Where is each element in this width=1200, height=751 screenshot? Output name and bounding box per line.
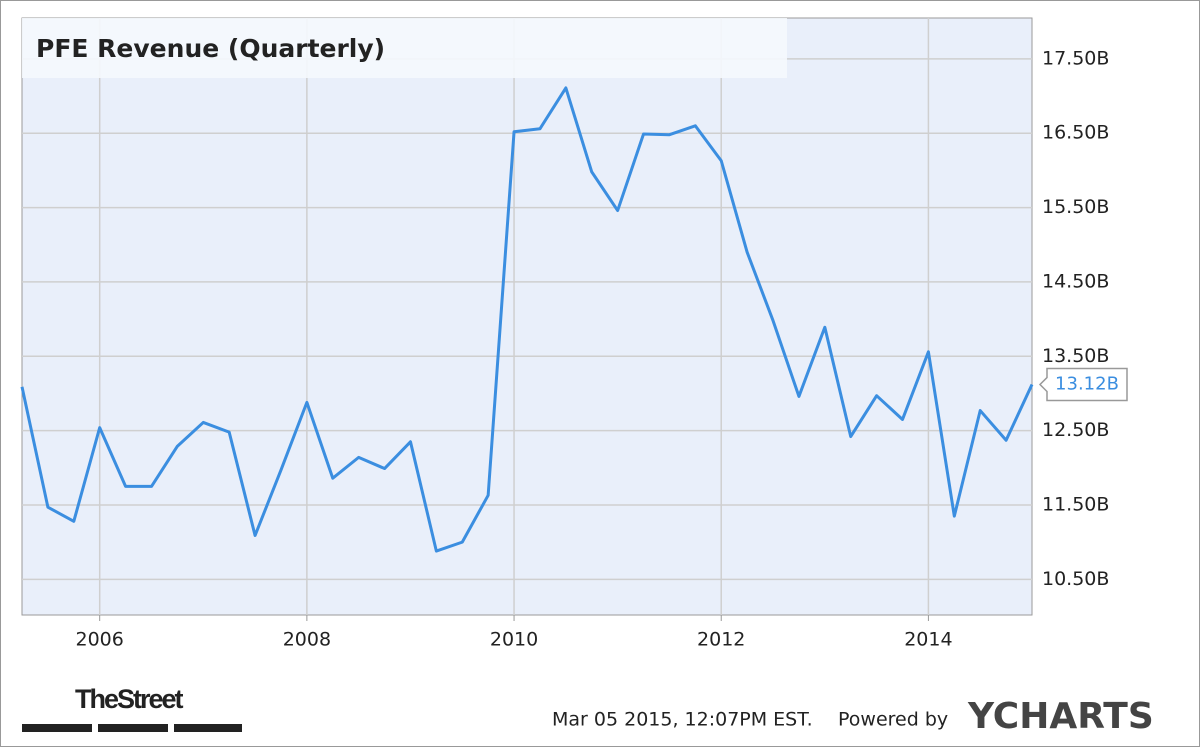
timestamp: Mar 05 2015, 12:07PM EST. [552, 709, 813, 731]
grid [22, 18, 1032, 615]
y-tick-label: 12.50B [1042, 419, 1109, 441]
plot-area [21, 17, 1033, 616]
x-tick-label: 2014 [904, 629, 952, 651]
y-tick-label: 17.50B [1042, 47, 1109, 69]
line-series [20, 86, 1034, 553]
brand-logo: YCHARTS [967, 696, 1154, 737]
callout-box [1038, 367, 1128, 402]
source-logo: TheStreet [75, 684, 184, 714]
y-tick-label: 15.50B [1042, 196, 1109, 218]
y-tick-label: 16.50B [1042, 122, 1109, 144]
y-tick-label: 13.50B [1042, 345, 1109, 367]
chart-title: PFE Revenue (Quarterly) [36, 34, 385, 63]
last-value-callout: 13.12B [1038, 367, 1128, 402]
y-tick-label: 10.50B [1042, 568, 1109, 590]
x-tick-label: 2008 [283, 629, 331, 651]
x-tick-label: 2012 [697, 629, 745, 651]
logo-bar [22, 724, 92, 732]
value-label: 13.12B [1055, 374, 1119, 395]
credit: Powered by [838, 709, 948, 731]
logo-bar [98, 724, 168, 732]
title-box [22, 18, 787, 78]
x-tick-label: 2010 [490, 629, 538, 651]
y-tick-label: 14.50B [1042, 270, 1109, 292]
x-tick-label: 2006 [76, 629, 124, 651]
marks [20, 86, 1034, 553]
logo-bar [174, 724, 242, 732]
y-tick-label: 11.50B [1042, 493, 1109, 515]
